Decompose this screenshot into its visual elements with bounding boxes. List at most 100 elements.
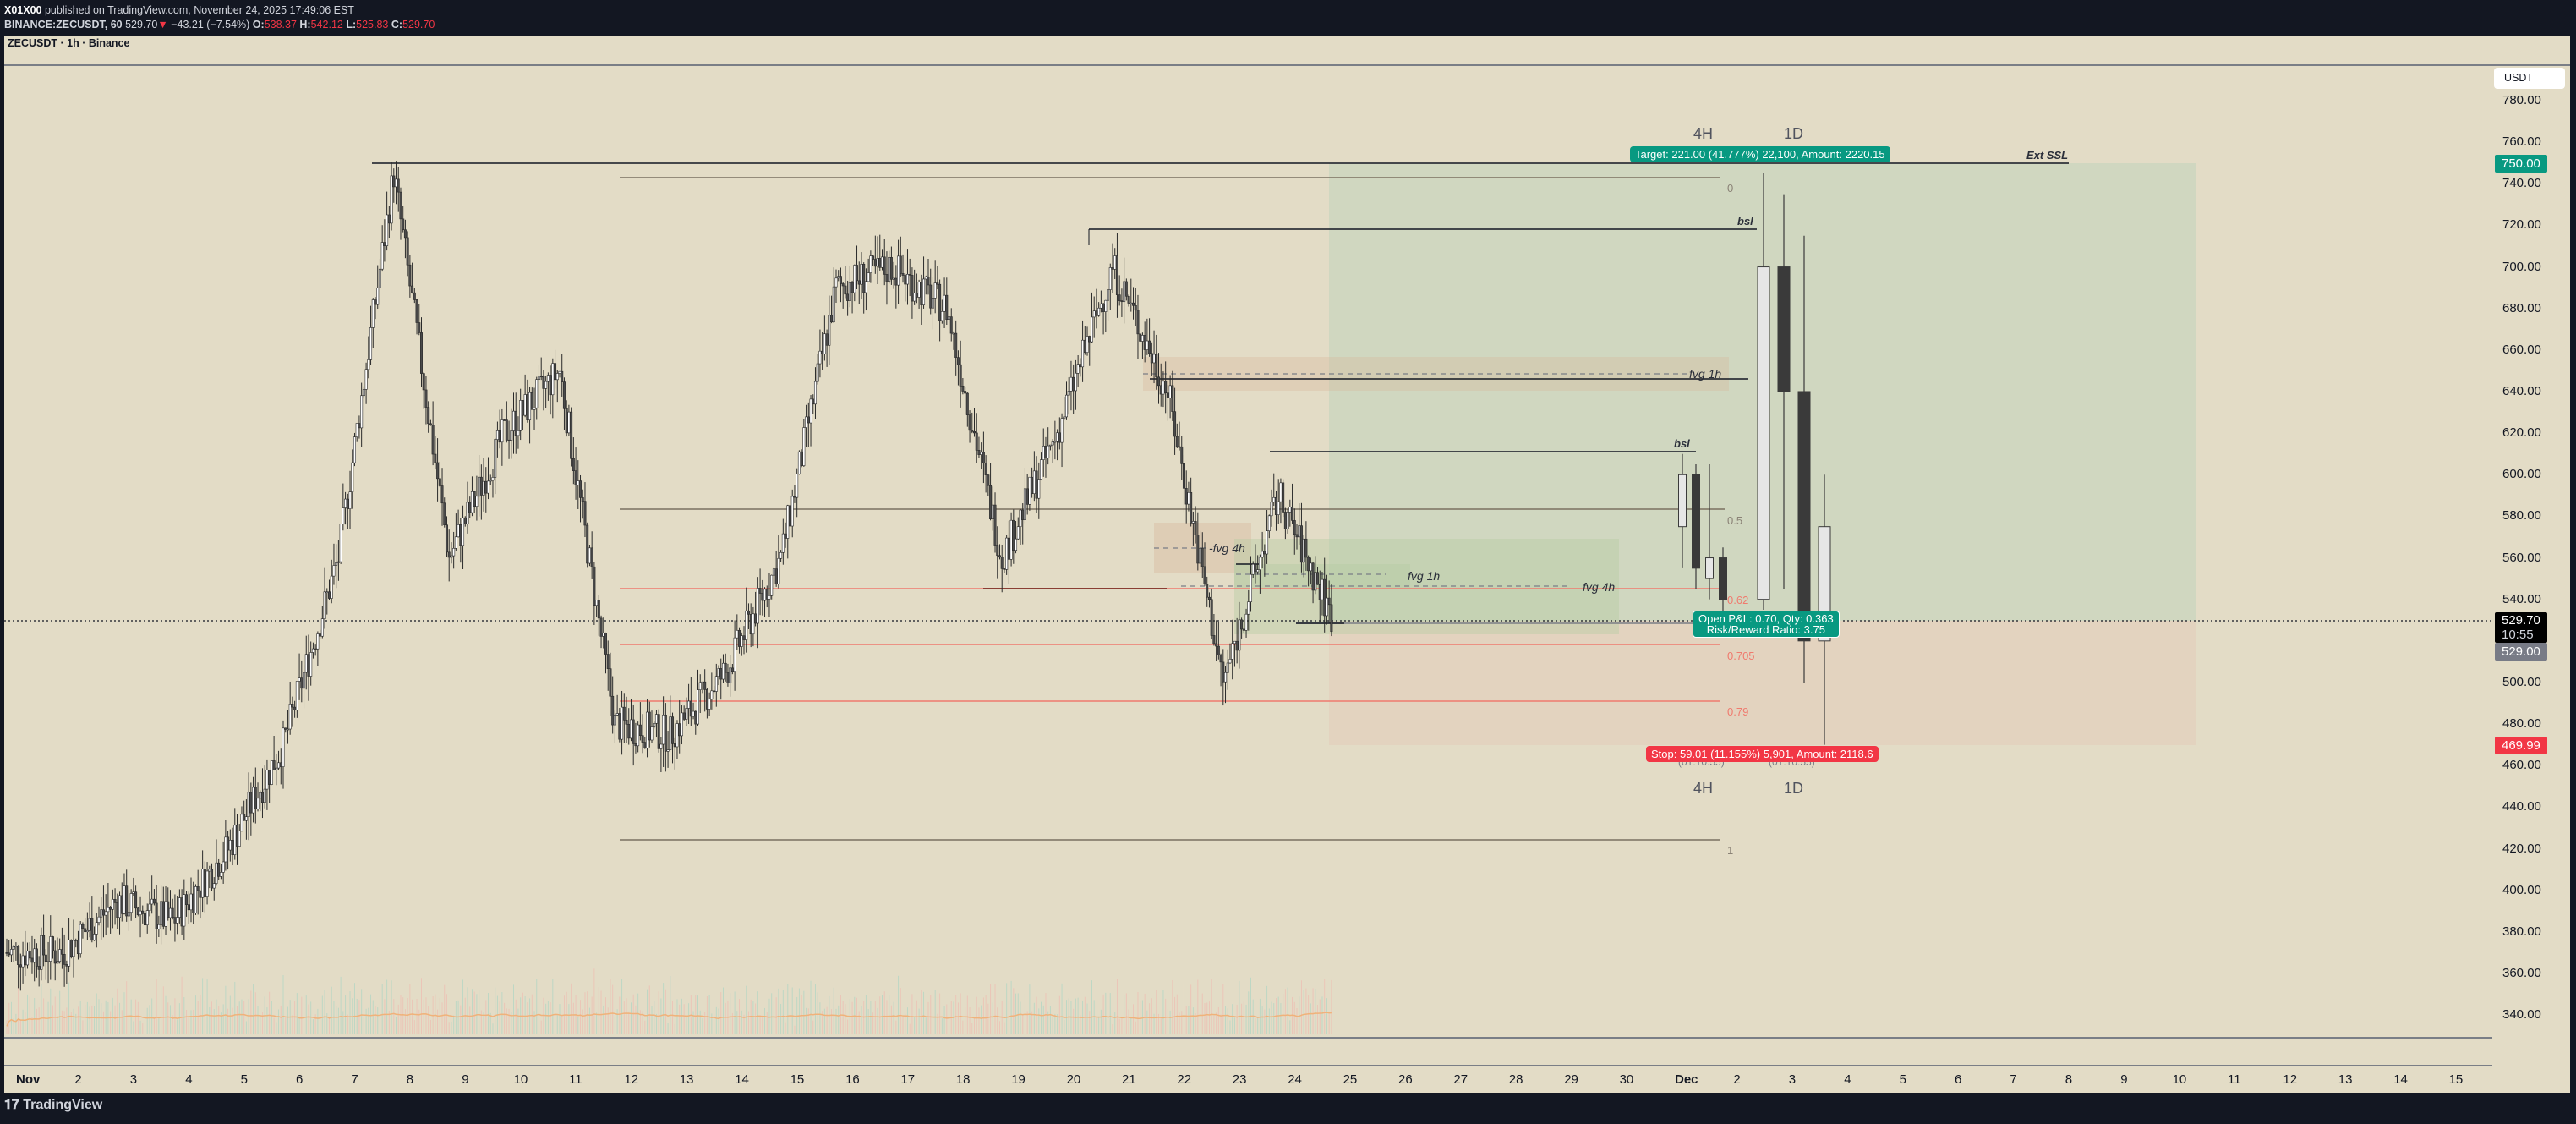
pnl-box[interactable]: Open P&L: 0.70, Qty: 0.363 Risk/Reward R… [1693, 611, 1840, 638]
ohlc-line: BINANCE:ZECUSDT, 60 529.70 ▼ −43.21 (−7.5… [4, 18, 435, 32]
time-tick: 7 [351, 1072, 358, 1087]
price-tick: 740.00 [2502, 176, 2541, 191]
price-change: −43.21 (−7.54%) [171, 19, 250, 30]
fib-0-label: 0 [1727, 182, 1733, 195]
price-tick: 480.00 [2502, 716, 2541, 732]
publish-header: X01X00 published on TradingView.com, Nov… [4, 3, 435, 32]
time-tick: 9 [2120, 1072, 2128, 1087]
price-tick: 680.00 [2502, 300, 2541, 315]
bsl-mid-label: bsl [1674, 437, 1690, 450]
price-tick: 760.00 [2502, 134, 2541, 150]
time-tick: 25 [1343, 1072, 1358, 1087]
fib-1-label: 1 [1727, 844, 1733, 857]
fvg-1h-top-label: fvg 1h [1689, 367, 1721, 381]
time-tick: 9 [462, 1072, 469, 1087]
time-tick: 14 [735, 1072, 749, 1087]
entry-price-tag: 529.00 [2495, 643, 2547, 661]
time-tick: 18 [955, 1072, 971, 1087]
open-value: 538.37 [264, 19, 297, 30]
tf-1d-top-label: 1D [1784, 125, 1803, 142]
price-tick: 460.00 [2502, 758, 2541, 773]
price-tick: 400.00 [2502, 882, 2541, 897]
fib-0705-label: 0.705 [1727, 650, 1755, 662]
candlesticks [5, 161, 1333, 991]
time-tick: 16 [845, 1072, 860, 1087]
price-tick: 600.00 [2502, 467, 2541, 482]
time-tick: 19 [1011, 1072, 1025, 1087]
time-tick: 27 [1453, 1072, 1468, 1087]
time-tick: 5 [1899, 1072, 1906, 1087]
time-tick: 13 [2338, 1072, 2353, 1087]
risk-reward-label: Risk/Reward Ratio: 3.75 [1706, 623, 1825, 636]
time-axis-border [4, 1065, 2492, 1066]
low-label: L: [346, 19, 357, 30]
time-tick: 11 [569, 1072, 582, 1087]
time-tick: 10 [2172, 1072, 2187, 1087]
time-tick: 14 [2393, 1072, 2408, 1087]
time-tick: 4 [185, 1072, 193, 1087]
time-tick: 5 [240, 1072, 248, 1087]
low-value: 525.83 [356, 19, 389, 30]
time-tick: 15 [790, 1072, 805, 1087]
tf-1d-bottom-label: 1D [1784, 780, 1803, 797]
time-tick: 3 [1788, 1072, 1797, 1087]
symbol-line: BINANCE:ZECUSDT, 60 [4, 19, 123, 30]
close-label: C: [391, 19, 403, 30]
time-tick: 26 [1398, 1072, 1413, 1087]
target-price-tag: 750.00 [2495, 155, 2547, 173]
time-tick: 12 [2283, 1072, 2298, 1087]
time-tick: 3 [129, 1072, 138, 1087]
last-price-tag: 529.70 10:55 [2495, 612, 2547, 643]
time-tick: 23 [1232, 1072, 1247, 1087]
down-arrow-icon: ▼ [157, 19, 168, 30]
open-label: O: [252, 19, 265, 30]
stop-price-tag: 469.99 [2495, 737, 2547, 754]
time-tick: 2 [74, 1072, 82, 1087]
time-tick: 28 [1508, 1072, 1523, 1087]
time-tick: 8 [406, 1072, 414, 1087]
time-tick: 6 [296, 1072, 304, 1087]
currency-selector[interactable]: USDT [2494, 68, 2565, 89]
time-tick: 15 [2448, 1072, 2464, 1087]
close-value: 529.70 [402, 19, 435, 30]
stop-label[interactable]: Stop: 59.01 (11.155%) 5,901, Amount: 211… [1646, 746, 1879, 762]
time-tick: 22 [1177, 1072, 1192, 1087]
target-label[interactable]: Target: 221.00 (41.777%) 22,100, Amount:… [1630, 146, 1890, 162]
fvg-1h-low-label: fvg 1h [1408, 569, 1440, 583]
time-tick: 2 [1733, 1072, 1741, 1087]
time-tick: 8 [2065, 1072, 2073, 1087]
tf-4h-top-label: 4H [1693, 125, 1713, 142]
time-tick: 29 [1564, 1072, 1578, 1087]
time-tick: Dec [1675, 1072, 1698, 1087]
tradingview-logo[interactable]: 𝟏𝟕 TradingView [4, 1098, 102, 1113]
price-tick: 780.00 [2502, 93, 2541, 107]
price-tick: 560.00 [2502, 550, 2541, 565]
chart-top-bar [4, 36, 2570, 66]
high-value: 542.12 [310, 19, 343, 30]
last-price-value: 529.70 [2502, 613, 2540, 628]
time-tick: 10 [513, 1072, 528, 1087]
time-tick: 12 [624, 1072, 639, 1087]
bar-countdown: 10:55 [2502, 628, 2534, 642]
volume-bars [6, 968, 1332, 1034]
time-tick: 4 [1844, 1072, 1851, 1087]
time-tick: 21 [1122, 1072, 1136, 1087]
short-stop-zone[interactable] [1329, 621, 2196, 745]
price-tick: 340.00 [2502, 1007, 2541, 1023]
time-tick: 7 [2010, 1072, 2017, 1087]
open-pnl-label: Open P&L: 0.70, Qty: 0.363 [1698, 612, 1834, 625]
fib-079-label: 0.79 [1727, 705, 1748, 718]
price-tick: 620.00 [2502, 425, 2541, 441]
fvg-4h-low-label: fvg 4h [1583, 580, 1615, 594]
price-tick: 420.00 [2502, 841, 2541, 856]
volume-moving-average [6, 1012, 1332, 1027]
price-tick: 440.00 [2502, 799, 2541, 814]
price-tick: 700.00 [2502, 259, 2541, 274]
high-label: H: [299, 19, 311, 30]
time-tick: 24 [1288, 1072, 1302, 1087]
ext-ssl-label: Ext SSL [2026, 149, 2068, 162]
pane-divider[interactable] [4, 1037, 2492, 1039]
price-tick: 500.00 [2502, 674, 2541, 689]
price-tick: 720.00 [2502, 217, 2541, 233]
